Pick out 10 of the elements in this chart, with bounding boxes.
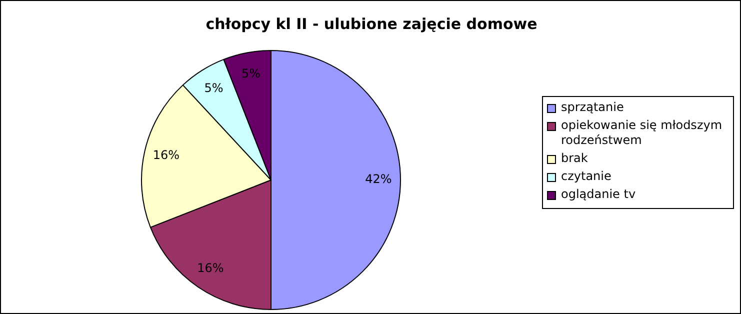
- legend-label: sprzątanie: [561, 100, 624, 115]
- legend-label: brak: [561, 151, 588, 166]
- chart-title: chłopcy kl II - ulubione zajęcie domowe: [204, 15, 538, 33]
- legend-label: czytanie: [561, 169, 612, 184]
- legend-label: oglądanie tv: [561, 187, 636, 202]
- data-label: 42%: [365, 172, 392, 186]
- data-label: 16%: [197, 260, 224, 275]
- data-label: 16%: [152, 148, 180, 162]
- data-label: 5%: [241, 66, 261, 81]
- data-label: 5%: [204, 81, 224, 96]
